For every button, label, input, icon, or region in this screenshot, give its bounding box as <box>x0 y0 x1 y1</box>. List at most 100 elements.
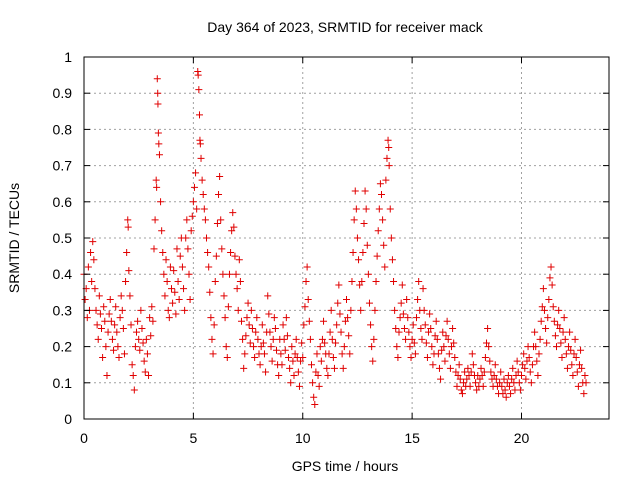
data-point <box>240 364 248 372</box>
data-point <box>433 335 441 343</box>
data-point <box>357 306 365 314</box>
data-point <box>313 350 321 358</box>
data-point <box>544 314 552 322</box>
data-point <box>160 270 168 278</box>
data-point <box>119 325 127 332</box>
data-point <box>522 375 530 383</box>
data-point <box>450 339 458 347</box>
data-point <box>87 248 95 256</box>
data-point <box>556 325 564 332</box>
data-point <box>215 191 223 199</box>
data-point <box>209 350 217 358</box>
data-point <box>153 183 161 191</box>
data-point <box>92 306 100 314</box>
data-point <box>96 310 104 318</box>
data-point <box>99 353 107 361</box>
data-point <box>393 343 401 351</box>
data-point <box>193 205 201 213</box>
data-point <box>428 343 436 351</box>
data-point <box>390 277 398 285</box>
data-point <box>453 382 461 390</box>
y-tick-label: 0.8 <box>53 121 73 137</box>
data-point <box>525 353 533 361</box>
data-point <box>532 343 540 351</box>
data-point <box>445 350 453 358</box>
data-point <box>216 172 224 180</box>
data-point <box>133 328 140 336</box>
data-point <box>336 310 344 318</box>
data-point <box>242 332 250 340</box>
data-point <box>231 252 239 260</box>
data-point <box>195 86 203 94</box>
data-point <box>138 325 146 332</box>
data-point <box>247 306 255 314</box>
y-axis-label: SRMTID / TECUs <box>6 183 22 293</box>
data-point <box>265 310 273 318</box>
data-point <box>204 248 212 256</box>
data-point <box>560 314 568 322</box>
data-point <box>149 317 157 325</box>
data-point <box>236 277 244 285</box>
data-point <box>539 285 547 293</box>
data-point <box>364 270 372 278</box>
data-point <box>509 364 517 372</box>
y-tick-label: 0.3 <box>53 302 73 318</box>
x-tick-label: 0 <box>80 430 88 446</box>
data-point <box>405 328 413 336</box>
data-point <box>335 281 343 289</box>
data-point <box>291 350 299 358</box>
data-point <box>100 303 108 311</box>
data-point <box>439 328 447 336</box>
data-point <box>483 339 490 347</box>
data-point <box>575 361 583 369</box>
data-point <box>515 379 523 387</box>
data-point <box>466 382 474 390</box>
data-point <box>269 335 277 343</box>
data-point <box>157 198 165 206</box>
data-point <box>380 241 388 249</box>
data-point <box>385 162 393 170</box>
data-point <box>176 252 184 260</box>
data-point <box>555 306 563 314</box>
data-point <box>288 343 296 351</box>
data-point <box>287 379 295 387</box>
data-point <box>253 314 261 322</box>
data-point <box>186 296 194 304</box>
data-point <box>173 245 181 253</box>
data-point <box>332 339 340 347</box>
data-point <box>318 335 326 343</box>
data-point <box>205 263 213 271</box>
data-point <box>280 335 288 343</box>
data-point <box>455 361 463 369</box>
data-point <box>414 296 422 304</box>
data-point <box>219 270 227 278</box>
data-point <box>115 353 123 361</box>
data-point <box>89 238 97 246</box>
data-point <box>211 277 219 285</box>
data-point <box>309 379 317 387</box>
data-point <box>533 357 541 365</box>
data-point <box>467 368 475 376</box>
data-point <box>338 350 346 358</box>
data-point <box>229 209 237 217</box>
y-tick-label: 0.7 <box>53 158 73 174</box>
data-point <box>278 361 286 369</box>
data-point <box>507 390 515 398</box>
data-point <box>361 187 369 195</box>
data-point <box>166 263 174 271</box>
data-point <box>537 317 545 325</box>
data-point <box>548 281 556 289</box>
data-point <box>123 248 131 256</box>
data-point <box>120 350 128 358</box>
data-point <box>305 317 313 325</box>
data-point <box>164 306 172 314</box>
data-point <box>127 321 135 329</box>
data-point <box>473 386 481 394</box>
data-point <box>399 310 407 318</box>
data-point <box>301 303 309 311</box>
data-point <box>152 176 160 184</box>
y-tick-label: 0.9 <box>53 85 73 101</box>
data-point <box>158 227 166 235</box>
data-point <box>478 372 486 380</box>
data-point <box>151 216 159 224</box>
